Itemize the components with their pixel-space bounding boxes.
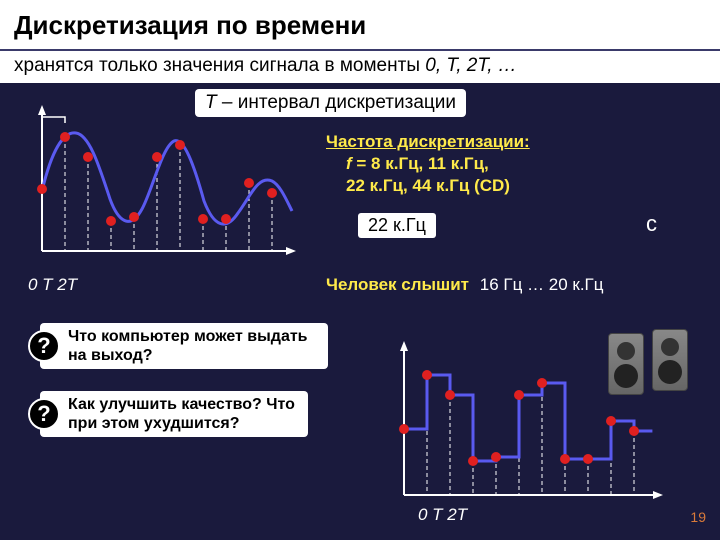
question-2-text: Как улучшить качество? Что при этом ухуд…: [68, 395, 298, 433]
subtitle-times: 0, T, 2T, …: [425, 55, 517, 76]
speaker-icon: [608, 333, 644, 395]
content-area: T – интервал дискретизации Частота дискр…: [0, 83, 720, 533]
freq-22-box: 22 к.Гц: [358, 213, 436, 238]
freq-line2: = 8 к.Гц, 11 к.Гц,: [356, 154, 488, 173]
hearing-values: 16 Гц … 20 к.Гц: [480, 275, 604, 294]
freq-line3: 22 к.Гц, 44 к.Гц (CD): [326, 175, 530, 197]
speakers-image: [608, 329, 692, 397]
axis-label-2: 0 T 2T: [418, 505, 467, 525]
question-box-1: ? Что компьютер может выдать на выход?: [40, 323, 328, 369]
s-label: с: [646, 211, 657, 237]
hearing-label: Человек слышит: [326, 275, 469, 294]
speaker-icon: [652, 329, 688, 391]
chart-sine-sampling: [28, 101, 298, 261]
question-box-2: ? Как улучшить качество? Что при этом ух…: [40, 391, 308, 437]
page-title: Дискретизация по времени: [0, 0, 720, 51]
subtitle: хранятся только значения сигнала в момен…: [0, 51, 720, 83]
question-icon: ?: [28, 398, 60, 430]
question-icon: ?: [28, 330, 60, 362]
subtitle-pre: хранятся только значения сигнала в момен…: [14, 55, 425, 76]
axis-label-1: 0 T 2T: [28, 275, 77, 295]
question-1-text: Что компьютер может выдать на выход?: [68, 327, 318, 365]
page-number: 19: [690, 509, 706, 525]
frequency-info: Частота дискретизации: f = 8 к.Гц, 11 к.…: [326, 131, 530, 197]
hearing-range: Человек слышит 16 Гц … 20 к.Гц: [326, 275, 604, 295]
freq-heading: Частота дискретизации:: [326, 132, 530, 151]
